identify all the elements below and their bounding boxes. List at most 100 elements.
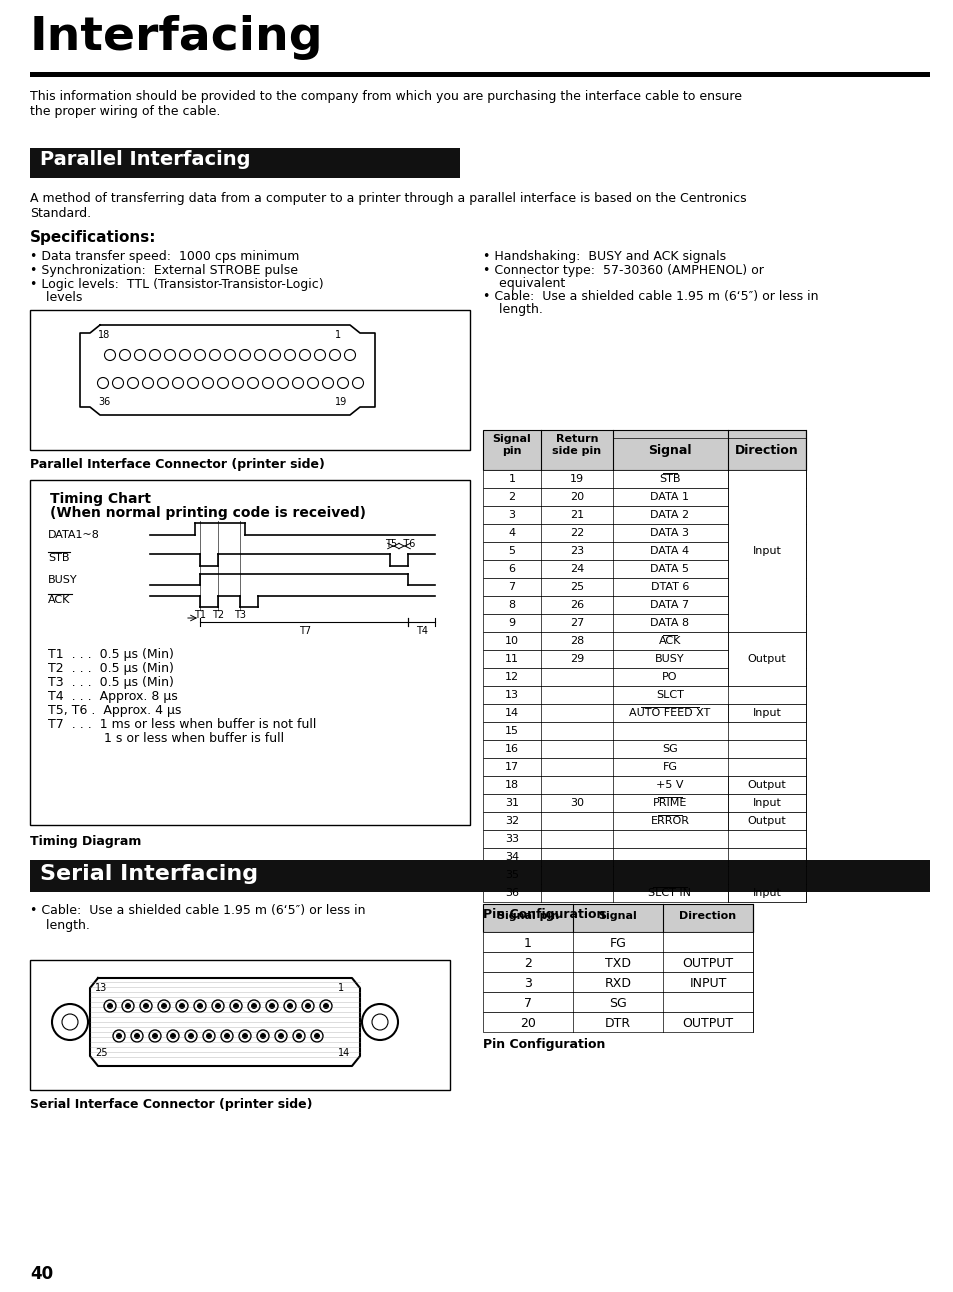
Circle shape xyxy=(224,1034,230,1039)
Text: 7: 7 xyxy=(508,581,515,592)
Bar xyxy=(482,848,805,866)
Circle shape xyxy=(277,1034,284,1039)
Text: T1  . . .  0.5 μs (Min): T1 . . . 0.5 μs (Min) xyxy=(48,649,173,662)
Text: T7: T7 xyxy=(298,627,311,636)
Text: 14: 14 xyxy=(337,1048,350,1058)
Text: Timing Diagram: Timing Diagram xyxy=(30,835,141,848)
Text: levels: levels xyxy=(30,291,82,304)
Text: BUSY: BUSY xyxy=(655,654,684,664)
Text: • Cable:  Use a shielded cable 1.95 m (6‘5″) or less in: • Cable: Use a shielded cable 1.95 m (6‘… xyxy=(482,289,818,304)
Text: DTAT 6: DTAT 6 xyxy=(650,581,688,592)
Text: 21: 21 xyxy=(569,510,583,519)
Bar xyxy=(727,884,805,902)
Circle shape xyxy=(152,1034,158,1039)
Bar xyxy=(482,795,805,811)
Text: 1: 1 xyxy=(508,474,515,484)
Text: DATA1~8: DATA1~8 xyxy=(48,530,100,540)
Bar xyxy=(482,829,805,848)
Text: 14: 14 xyxy=(504,708,518,718)
Bar xyxy=(727,470,805,632)
Text: FG: FG xyxy=(609,937,626,950)
Text: 29: 29 xyxy=(569,654,583,664)
Text: SG: SG xyxy=(608,997,626,1010)
Text: DATA 5: DATA 5 xyxy=(650,565,689,574)
Text: +5 V: +5 V xyxy=(656,780,683,789)
Text: 33: 33 xyxy=(504,835,518,844)
Text: 16: 16 xyxy=(504,744,518,755)
Text: • Synchronization:  External STROBE pulse: • Synchronization: External STROBE pulse xyxy=(30,264,297,276)
Circle shape xyxy=(116,1034,122,1039)
Text: ERROR: ERROR xyxy=(650,817,689,826)
Text: DTR: DTR xyxy=(604,1017,630,1030)
Bar xyxy=(482,614,805,632)
Bar xyxy=(482,952,752,972)
Text: OUTPUT: OUTPUT xyxy=(681,1017,733,1030)
Text: 4: 4 xyxy=(508,528,515,537)
Text: Signal pin: Signal pin xyxy=(497,911,558,921)
Text: Input: Input xyxy=(752,798,781,808)
Bar xyxy=(482,686,805,704)
Text: Input: Input xyxy=(752,547,781,556)
Text: T4: T4 xyxy=(416,627,428,636)
Text: 17: 17 xyxy=(504,762,518,773)
Text: T7  . . .  1 ms or less when buffer is not full: T7 . . . 1 ms or less when buffer is not… xyxy=(48,718,316,731)
Text: • Connector type:  57-30360 (AMPHENOL) or: • Connector type: 57-30360 (AMPHENOL) or xyxy=(482,264,763,276)
Text: 19: 19 xyxy=(335,397,347,407)
Bar xyxy=(727,776,805,795)
Bar xyxy=(482,668,805,686)
Text: 18: 18 xyxy=(504,780,518,789)
Text: RXD: RXD xyxy=(604,977,631,990)
Text: Direction: Direction xyxy=(735,444,798,457)
Text: SLCT: SLCT xyxy=(656,690,683,700)
Text: Signal
pin: Signal pin xyxy=(492,434,531,456)
Text: 25: 25 xyxy=(569,581,583,592)
Text: 3: 3 xyxy=(508,510,515,519)
Text: A method of transferring data from a computer to a printer through a parallel in: A method of transferring data from a com… xyxy=(30,193,746,220)
Text: Parallel Interfacing: Parallel Interfacing xyxy=(40,150,251,169)
Circle shape xyxy=(214,1003,221,1009)
Bar xyxy=(482,904,752,932)
Text: Return
side pin: Return side pin xyxy=(552,434,601,456)
Circle shape xyxy=(269,1003,274,1009)
Text: 20: 20 xyxy=(569,492,583,503)
Text: Serial Interface Connector (printer side): Serial Interface Connector (printer side… xyxy=(30,1098,313,1111)
Bar xyxy=(482,650,805,668)
Text: Input: Input xyxy=(752,888,781,898)
Text: ACK: ACK xyxy=(659,636,680,646)
Bar xyxy=(482,704,805,722)
Text: 22: 22 xyxy=(569,528,583,537)
Bar xyxy=(482,1012,752,1032)
Text: 7: 7 xyxy=(523,997,532,1010)
Text: DATA 2: DATA 2 xyxy=(650,510,689,519)
Text: 1 s or less when buffer is full: 1 s or less when buffer is full xyxy=(48,733,284,745)
Bar xyxy=(482,470,805,488)
Text: 1: 1 xyxy=(335,329,341,340)
Text: T4  . . .  Approx. 8 μs: T4 . . . Approx. 8 μs xyxy=(48,690,177,703)
Text: TXD: TXD xyxy=(604,957,630,970)
Bar xyxy=(482,525,805,543)
Text: 20: 20 xyxy=(519,1017,536,1030)
Circle shape xyxy=(107,1003,112,1009)
Text: OUTPUT: OUTPUT xyxy=(681,957,733,970)
Circle shape xyxy=(179,1003,185,1009)
Text: DATA 7: DATA 7 xyxy=(650,599,689,610)
Circle shape xyxy=(170,1034,175,1039)
Text: T1: T1 xyxy=(193,610,206,620)
Bar xyxy=(482,740,805,758)
Text: Serial Interfacing: Serial Interfacing xyxy=(40,864,258,884)
Text: This information should be provided to the company from which you are purchasing: This information should be provided to t… xyxy=(30,90,741,118)
Bar xyxy=(482,811,805,829)
Text: • Data transfer speed:  1000 cps minimum: • Data transfer speed: 1000 cps minimum xyxy=(30,249,299,264)
Text: DATA 8: DATA 8 xyxy=(650,618,689,628)
Circle shape xyxy=(233,1003,239,1009)
Text: • Cable:  Use a shielded cable 1.95 m (6‘5″) or less in
    length.: • Cable: Use a shielded cable 1.95 m (6‘… xyxy=(30,904,365,932)
Text: STB: STB xyxy=(659,474,680,484)
Bar xyxy=(727,795,805,811)
Text: Interfacing: Interfacing xyxy=(30,16,323,59)
Bar xyxy=(482,488,805,506)
Bar xyxy=(30,72,929,78)
Text: SLCT IN: SLCT IN xyxy=(648,888,691,898)
Text: INPUT: INPUT xyxy=(689,977,726,990)
Text: 28: 28 xyxy=(569,636,583,646)
Text: 10: 10 xyxy=(504,636,518,646)
